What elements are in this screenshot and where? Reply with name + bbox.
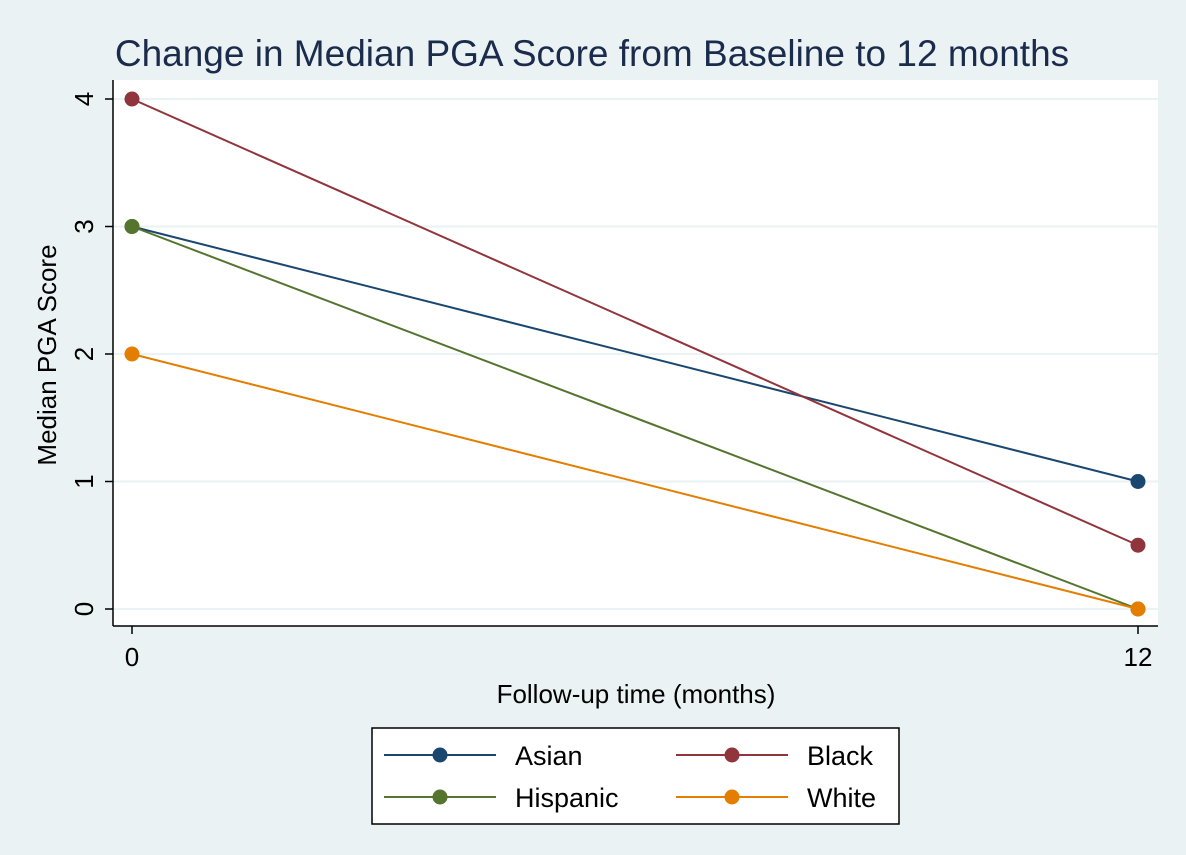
legend-swatch-marker-3 (724, 789, 740, 805)
data-point-hispanic-0 (124, 219, 140, 234)
legend-swatch-marker-1 (724, 747, 740, 763)
y-tick-label-1: 1 (69, 474, 99, 488)
x-axis-label: Follow-up time (months) (497, 679, 776, 709)
y-tick-label-2: 2 (69, 347, 99, 361)
legend-label-1: Black (807, 741, 874, 771)
x-tick-label-0: 0 (125, 642, 139, 672)
series-line-white (131, 353, 1139, 610)
series-group (124, 91, 1146, 617)
legend-items: Asian Black Hispanic White (384, 741, 876, 813)
series-white (124, 346, 1146, 617)
series-line-asian (131, 225, 1139, 483)
series-black (124, 91, 1146, 553)
y-tick-label-3: 3 (69, 219, 99, 233)
y-tick-label-4: 4 (69, 92, 99, 106)
data-point-asian-1 (1130, 474, 1146, 489)
x-tick-label-1: 12 (1124, 642, 1153, 672)
data-point-black-1 (1130, 537, 1146, 553)
series-line-black (131, 98, 1139, 547)
chart-title: Change in Median PGA Score from Baseline… (115, 33, 1069, 74)
legend-swatch-marker-0 (432, 747, 448, 763)
data-point-black-0 (124, 91, 140, 107)
y-axis-ticks: 0 1 2 3 4 (69, 92, 113, 616)
series-line-hispanic (131, 225, 1139, 610)
data-point-white-0 (124, 346, 140, 362)
y-tick-label-0: 0 (69, 602, 99, 616)
x-axis-ticks: 0 12 (125, 626, 1153, 672)
legend-label-2: Hispanic (515, 783, 619, 813)
legend (371, 727, 900, 825)
legend-swatch-marker-2 (432, 789, 448, 805)
y-axis-label: Median PGA Score (32, 244, 62, 465)
legend-label-3: White (807, 783, 876, 813)
legend-label-0: Asian (515, 741, 583, 771)
data-point-white-1 (1130, 601, 1146, 617)
